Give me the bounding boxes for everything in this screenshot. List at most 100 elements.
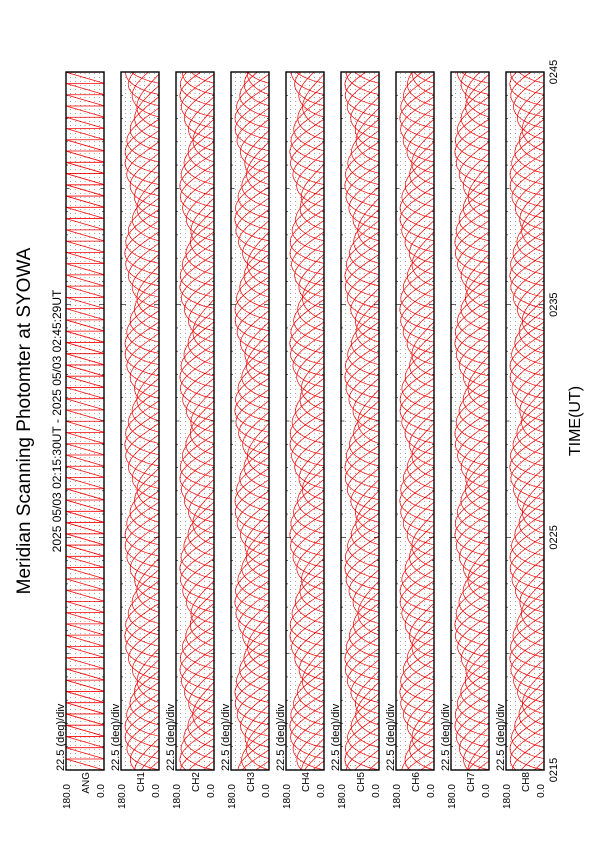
trace-line [402,445,434,501]
trace-line [66,285,104,298]
channel-label: CH6 [411,772,422,792]
trace-line [239,445,269,501]
trace-line [183,321,214,377]
trace-line [344,152,379,208]
trace-line [187,310,214,366]
trace-line [289,310,324,366]
trace-line [401,164,434,219]
trace-line [234,659,269,715]
trace-line [124,220,159,275]
trace-line [510,72,544,95]
trace-line [179,254,214,309]
trace-line [399,569,434,624]
y-min-label: 0.0 [481,784,492,798]
panel-scale-label: 22.5 (deg)/div [220,703,232,771]
y-max-label: 180.0 [227,784,238,809]
panel-ch3: 22.5 (deg)/div 180.0 0.0 CH3 [220,71,272,809]
trace-line [294,625,324,681]
trace-line [350,693,379,748]
trace-line [344,726,379,770]
trace-line [401,355,434,411]
trace-line [346,74,379,129]
trace-line [66,477,104,489]
trace-line [454,299,489,354]
trace-line [182,175,214,230]
trace-line [294,72,324,107]
trace-line [289,209,324,264]
trace-line [350,501,379,557]
channel-label: CH1 [136,772,147,792]
trace-line [241,726,269,770]
trace-line [344,625,379,681]
trace-line [290,107,324,163]
trace-line [399,558,434,613]
trace-line [244,130,269,185]
trace-line [236,107,269,163]
panel-traces [509,72,544,770]
trace-line [290,490,324,546]
trace-line [234,569,269,624]
trace-line [404,535,434,591]
trace-line [296,344,324,399]
trace-line [235,366,269,422]
trace-line [399,659,434,715]
trace-line [400,456,434,512]
trace-line [347,130,379,185]
trace-line [516,209,544,264]
panel-traces [234,72,269,770]
trace-line [521,197,544,253]
trace-line [521,96,544,152]
trace-line [454,400,489,456]
trace-line [510,445,544,501]
channel-label: CH7 [466,772,477,792]
panel-traces [289,72,324,770]
trace-line [399,85,434,140]
trace-line [349,72,379,84]
trace-line [455,580,489,636]
trace-line [289,591,324,647]
trace-line [66,578,104,591]
trace-line [467,546,489,602]
trace-line [186,569,214,624]
trace-line [185,411,214,467]
trace-line [246,141,269,197]
trace-line [235,749,269,770]
trace-line [455,389,489,444]
trace-line [131,254,159,309]
trace-line [460,625,489,681]
y-min-label: 0.0 [151,784,162,798]
trace-line [66,522,104,534]
x-tick-label-0: 0215 [548,758,560,782]
trace-line [129,96,159,152]
trace-line [236,490,269,546]
trace-line [192,490,214,546]
trace-line [129,670,159,726]
trace-line [129,479,159,534]
trace-line [66,465,104,478]
trace-line [409,332,434,388]
trace-line [66,691,104,703]
trace-line [240,310,269,366]
trace-line [240,693,269,748]
trace-line [289,220,324,275]
trace-line [454,681,489,737]
trace-line [351,119,379,174]
trace-line [66,330,104,343]
trace-line [411,130,434,185]
trace-line [509,72,544,107]
trace-line [345,524,379,579]
trace-line [66,173,104,185]
trace-line [514,693,544,748]
channel-label: CH5 [356,772,367,792]
trace-line [129,344,159,399]
trace-line [346,231,379,287]
trace-line [458,569,489,624]
trace-line [181,423,214,478]
trace-line [66,150,104,163]
trace-line [514,501,544,557]
trace-line [402,107,434,163]
panel-traces [124,72,159,770]
channel-label: CH2 [191,772,202,792]
trace-line [345,546,379,602]
trace-line [247,614,269,670]
